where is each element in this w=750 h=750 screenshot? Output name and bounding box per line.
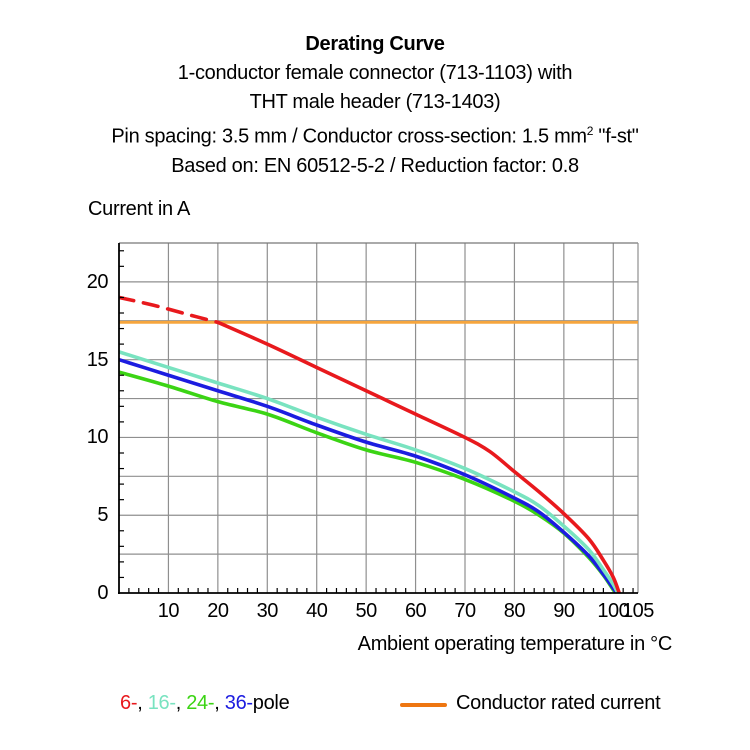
curve-6-pole-above-rated xyxy=(119,295,220,325)
axes xyxy=(118,243,638,594)
y-axis-title: Current in A xyxy=(88,198,191,220)
title-block: Derating Curve 1-conductor female connec… xyxy=(0,30,750,181)
x-tick-label: 70 xyxy=(454,600,476,622)
chart-title: Derating Curve xyxy=(305,33,445,55)
y-tick-label: 5 xyxy=(97,504,108,527)
x-tick-label: 80 xyxy=(503,600,526,622)
subtitle-line-5: Based on: EN 60512-5-2 / Reduction facto… xyxy=(171,154,579,177)
y-tick-label: 0 xyxy=(97,582,108,604)
y-tick-label: 10 xyxy=(86,426,109,449)
legend-separator: , xyxy=(175,692,187,714)
subtitle-line-4: Pin spacing: 3.5 mm / Conductor cross-se… xyxy=(111,124,639,148)
x-tick-label: 50 xyxy=(355,600,378,622)
curve-6-pole xyxy=(216,320,622,594)
x-axis-title: Ambient operating temperature in °C xyxy=(357,633,673,655)
legend-pole-suffix: pole xyxy=(252,692,290,714)
x-tick-label: 105 xyxy=(622,600,654,622)
curve-24-pole xyxy=(119,370,618,594)
superscript-2: 2 xyxy=(586,124,594,138)
curve-16-pole xyxy=(119,350,620,594)
x-tick-label: 20 xyxy=(207,600,229,622)
legend-pole-item: 6- xyxy=(120,692,138,714)
x-tick-label: 90 xyxy=(553,600,575,622)
legend-separator: , xyxy=(214,692,225,714)
rated-current-label: Conductor rated current xyxy=(456,692,661,714)
x-tick-label: 30 xyxy=(256,600,279,622)
grid xyxy=(119,242,639,593)
legend-pole-item: 24- xyxy=(186,692,215,714)
legend-pole-item: 36- xyxy=(224,692,253,714)
x-tick-label: 60 xyxy=(404,600,427,622)
legend-separator: , xyxy=(137,692,148,714)
y-tick-label: 20 xyxy=(86,270,109,293)
subtitle-line-2: 1-conductor female connector (713-1103) … xyxy=(177,62,573,84)
x-tick-label: 10 xyxy=(157,600,180,622)
curves xyxy=(119,295,622,594)
y-tick-label: 15 xyxy=(86,348,109,371)
subtitle-line-3: THT male header (713-1403) xyxy=(249,91,501,113)
x-tick-label: 40 xyxy=(306,600,328,622)
legend-pole-item: 16- xyxy=(147,692,176,714)
legend-pole-counts: 6-, 16-, 24-, 36-pole xyxy=(120,692,290,715)
rated-current-swatch xyxy=(400,703,447,707)
x-tick-label: 100 xyxy=(597,600,630,622)
curve-36-pole xyxy=(119,357,619,594)
